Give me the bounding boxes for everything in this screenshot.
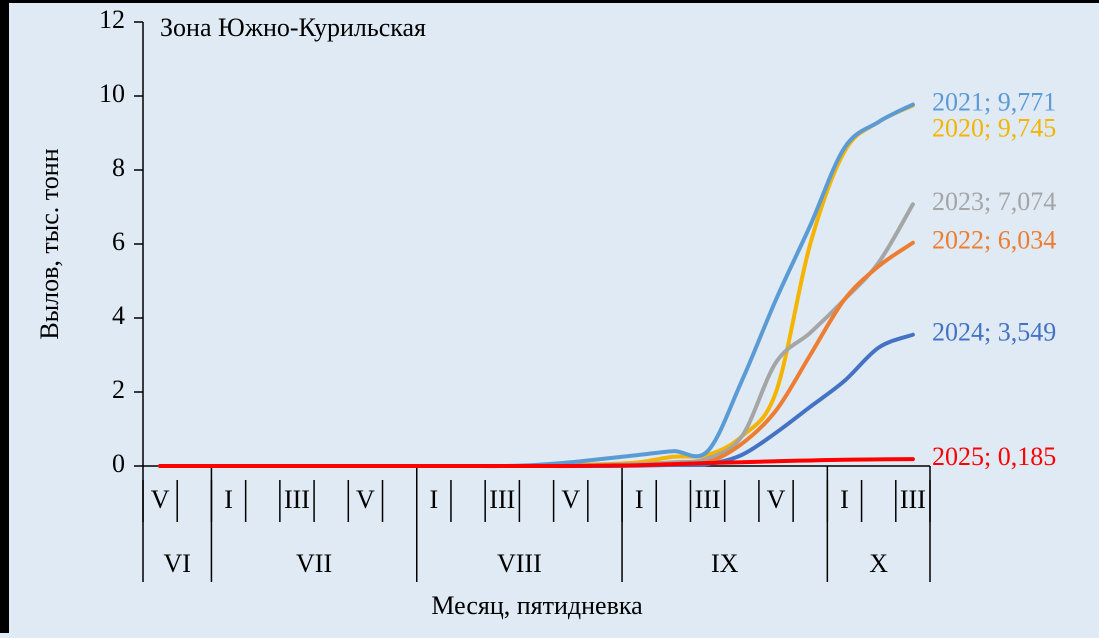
- y-tick-label: 4: [112, 301, 125, 330]
- y-tick-label: 10: [99, 79, 125, 108]
- month-label: VI: [163, 549, 190, 578]
- value-label: 2021; 9,771: [932, 87, 1056, 116]
- value-label: 2023; 7,074: [932, 187, 1056, 216]
- x-tick-label: III: [900, 485, 926, 514]
- x-tick-label: III: [695, 485, 721, 514]
- series-line: [158, 457, 915, 469]
- y-axis-label: Вылов, тыс. тонн: [35, 148, 64, 339]
- x-tick-label: I: [635, 485, 644, 514]
- month-label: IX: [711, 549, 739, 578]
- x-tick-label: V: [561, 485, 580, 514]
- y-tick-label: 8: [112, 153, 125, 182]
- month-label: X: [869, 549, 888, 578]
- value-label: 2022; 6,034: [932, 226, 1056, 255]
- y-tick-label: 6: [112, 227, 125, 256]
- x-tick-label: V: [767, 485, 786, 514]
- x-tick-label: III: [284, 485, 310, 514]
- month-label: VII: [296, 549, 332, 578]
- y-tick-label: 2: [112, 375, 125, 404]
- x-tick-label: V: [356, 485, 375, 514]
- chart-title: Зона Южно-Курильская: [160, 13, 426, 42]
- x-tick-label: I: [840, 485, 849, 514]
- value-label: 2020; 9,745: [932, 113, 1056, 142]
- y-tick-label: 0: [112, 449, 125, 478]
- x-tick-label: I: [430, 485, 439, 514]
- value-label: 2024; 3,549: [932, 318, 1056, 347]
- value-label: 2025; 0,185: [932, 442, 1056, 471]
- frame-top: [0, 0, 1099, 3]
- month-label: VIII: [497, 549, 542, 578]
- x-axis-label: Месяц, пятидневка: [431, 591, 643, 620]
- x-tick-label: V: [151, 485, 170, 514]
- y-tick-label: 12: [99, 5, 125, 34]
- x-tick-label: I: [224, 485, 233, 514]
- frame-left: [0, 0, 9, 633]
- x-tick-label: III: [489, 485, 515, 514]
